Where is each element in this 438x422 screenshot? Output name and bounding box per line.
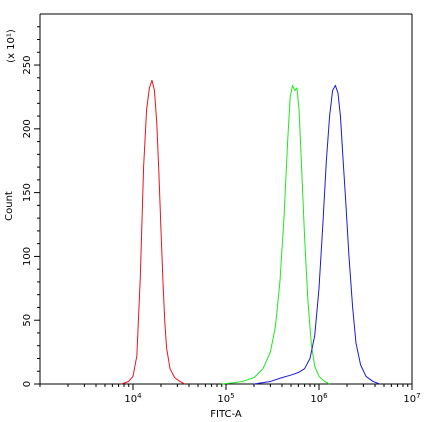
x-tick-label: 107 — [403, 392, 420, 405]
y-tick-label: 250 — [22, 55, 33, 74]
x-axis-ticks: 104 105 106 107 — [39, 384, 421, 405]
x-axis-label: FITC-A — [210, 409, 242, 420]
x-tick-label: 105 — [217, 392, 234, 405]
y-tick-label: 200 — [22, 119, 33, 138]
plot-frame — [39, 13, 413, 385]
y-axis-ticks: 0 50 100 150 200 250 — [22, 26, 40, 387]
y-axis-label: Count — [4, 191, 15, 221]
y-scale-note: (x 10¹) — [6, 29, 17, 63]
y-tick-label: 100 — [22, 247, 33, 266]
histogram-series-1 — [121, 79, 185, 385]
y-tick-label: 0 — [22, 381, 33, 387]
histogram-series-3 — [253, 84, 380, 385]
histogram-series-2 — [221, 84, 330, 385]
histogram-series — [121, 79, 380, 385]
y-tick-label: 150 — [22, 183, 33, 202]
y-tick-label: 50 — [22, 314, 33, 327]
x-tick-label: 104 — [124, 392, 142, 405]
x-tick-label: 106 — [310, 392, 328, 405]
